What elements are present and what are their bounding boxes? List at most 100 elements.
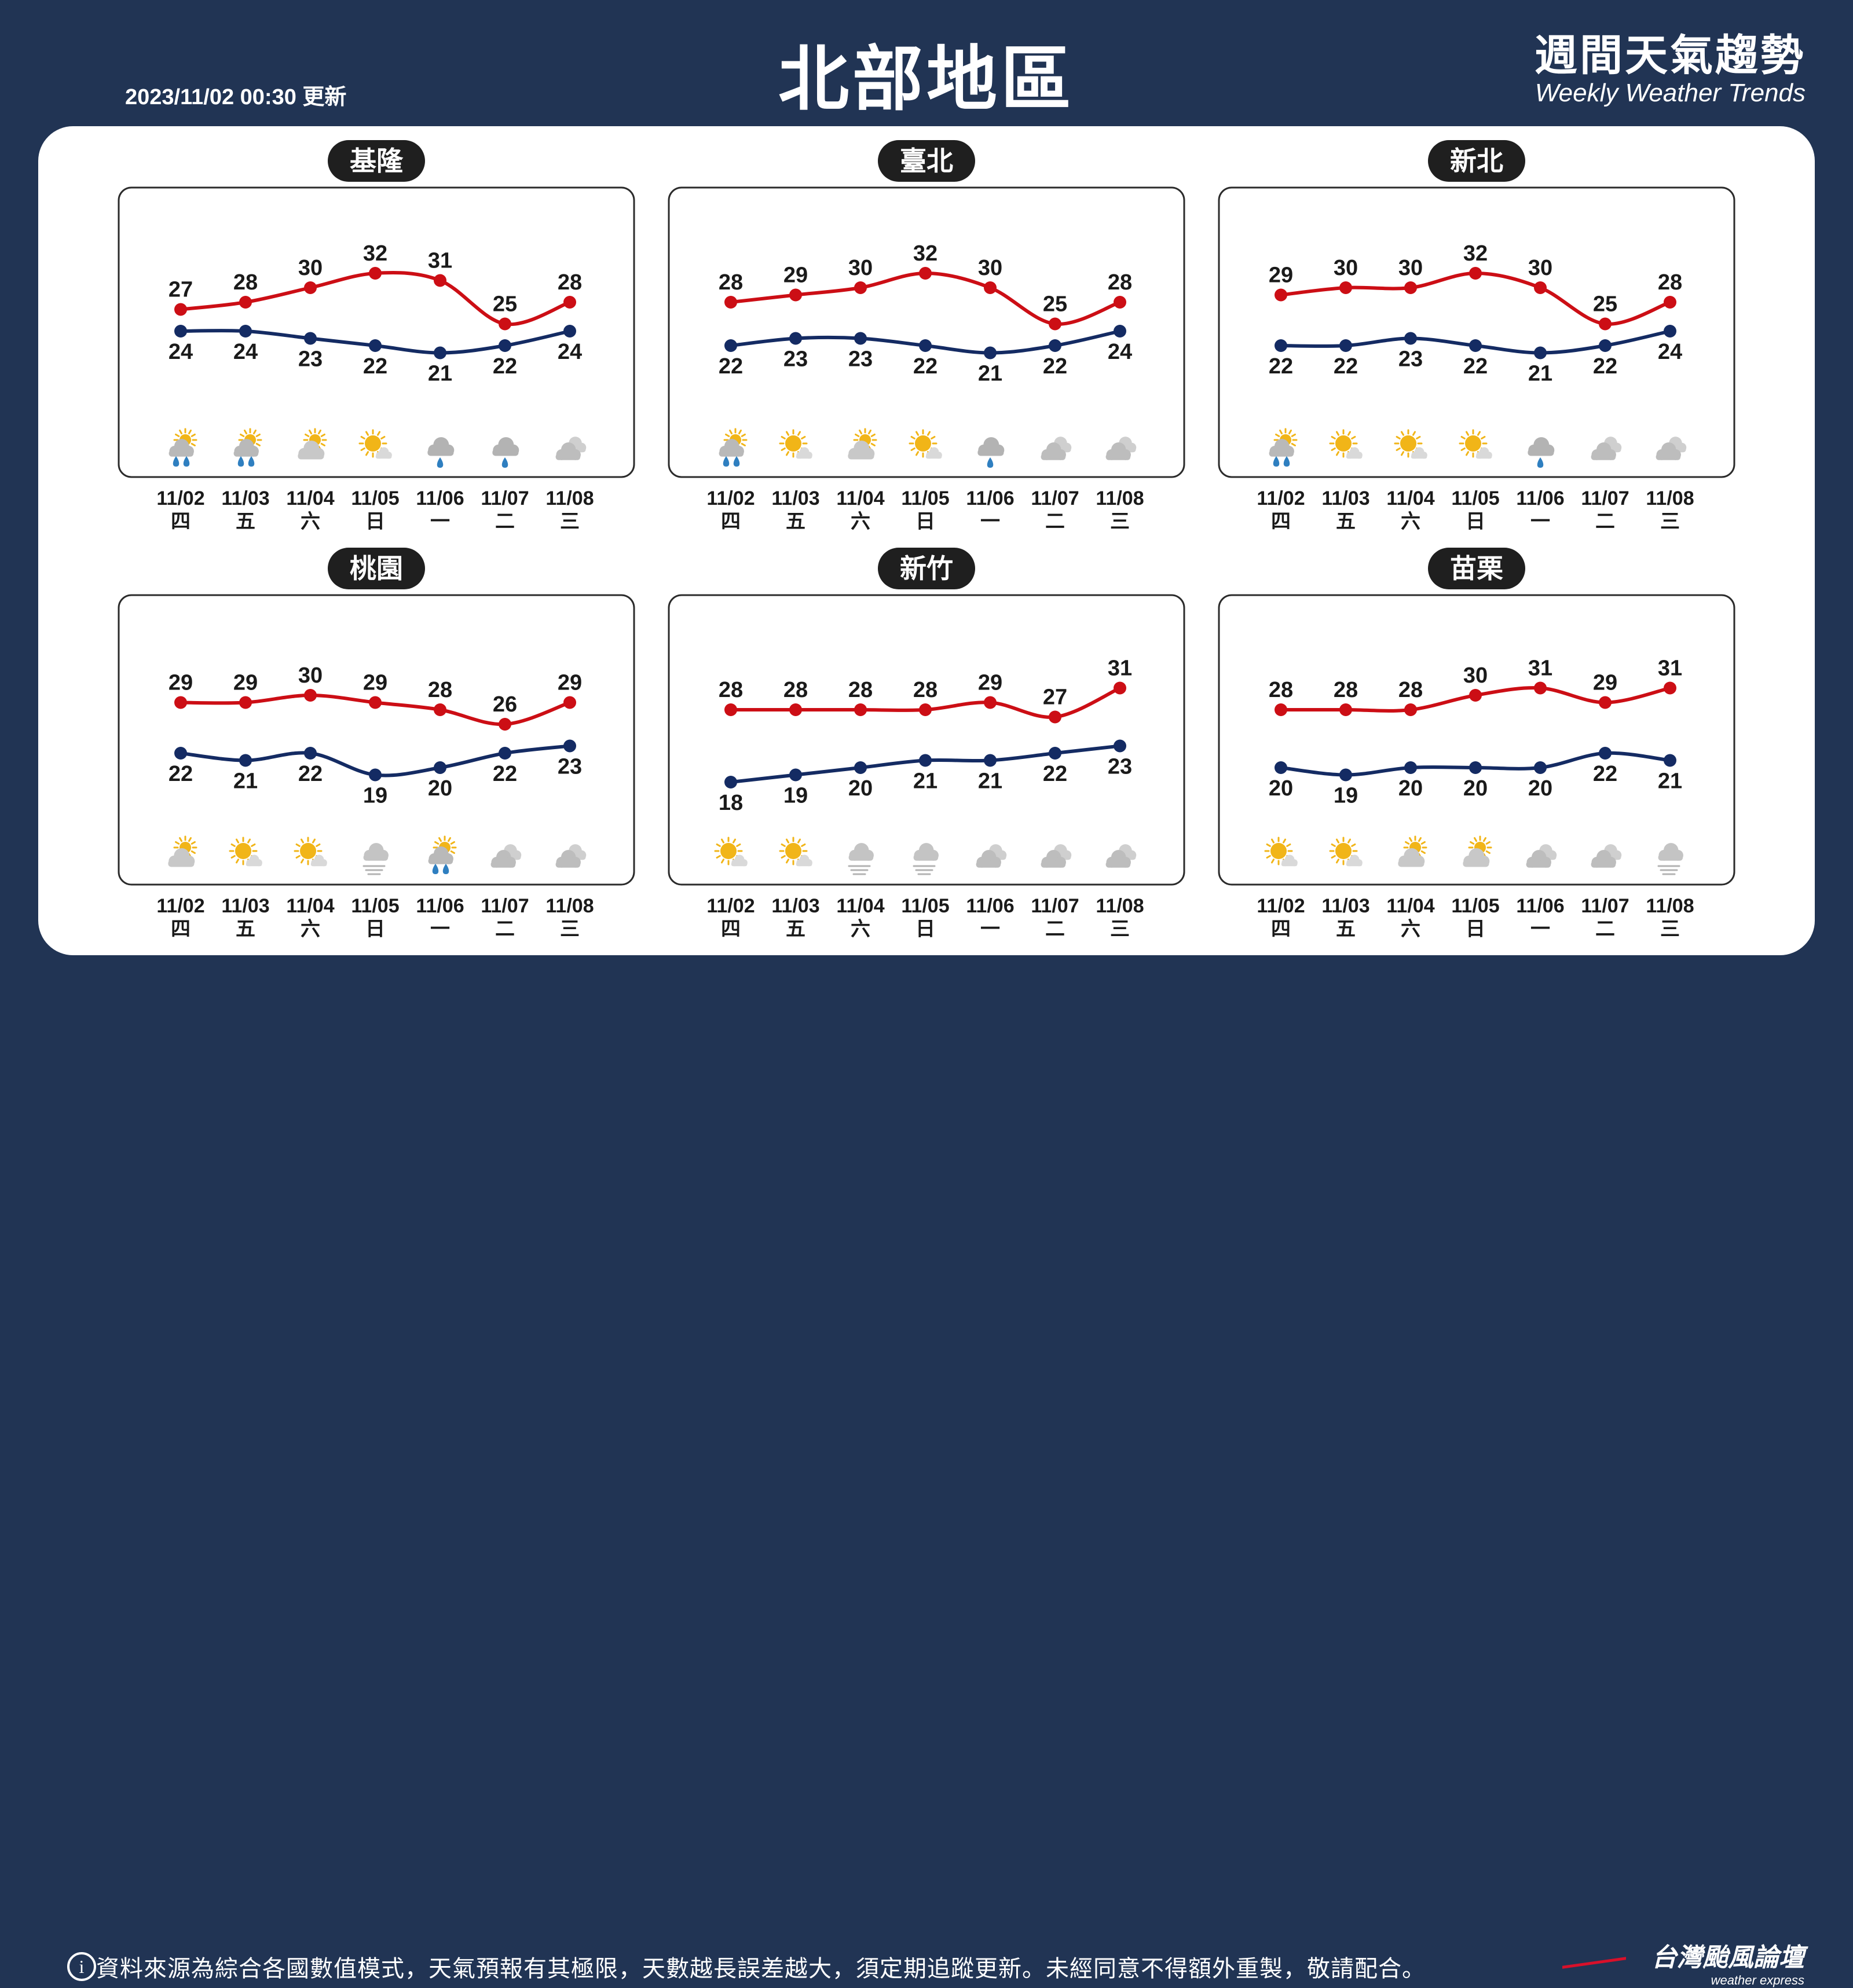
mostly-sunny-icon — [1264, 837, 1298, 867]
high-temp-label: 31 — [428, 249, 452, 273]
high-temp-label: 29 — [558, 671, 582, 695]
rain-icon — [1528, 437, 1555, 468]
low-temp-label: 22 — [363, 354, 387, 379]
region-title: 北部地區 — [778, 38, 1075, 120]
low-temp-point — [239, 325, 252, 338]
high-temp-point — [1534, 681, 1547, 695]
date-tick-label: 11/05 — [351, 895, 399, 917]
date-tick-label: 11/07 — [1581, 895, 1629, 917]
weekday-tick-label: 四 — [1271, 510, 1291, 533]
brand-title-cn: 週間天氣趨勢 — [1535, 31, 1806, 80]
high-temp-point — [174, 303, 187, 316]
partly-cloudy-icon — [1398, 835, 1427, 867]
high-temp-point — [1404, 703, 1417, 716]
low-temp-label: 24 — [558, 340, 582, 364]
city-name-label: 桃園 — [328, 548, 425, 589]
cloudy-icon — [976, 844, 1007, 868]
weekday-tick-label: 五 — [786, 510, 805, 533]
low-temp-point — [1114, 325, 1126, 338]
date-tick-label: 11/02 — [706, 895, 755, 917]
high-temp-point — [1339, 703, 1352, 716]
date-tick-label: 11/06 — [966, 895, 1014, 917]
city-chart-card: 27 28 30 32 31 25 28 24 24 23 22 21 22 24 11/02 四 11/03 五… — [117, 140, 636, 545]
high-temp-label: 32 — [913, 241, 938, 266]
date-tick-label: 11/04 — [286, 487, 334, 509]
low-temp-point — [369, 768, 382, 782]
partly-cloudy-rain-icon — [1269, 428, 1298, 467]
partly-cloudy-icon — [1463, 835, 1492, 867]
date-tick-label: 11/05 — [1451, 895, 1499, 917]
high-temp-point — [984, 696, 997, 709]
cloudy-icon — [1105, 844, 1137, 868]
high-temp-label: 29 — [233, 671, 258, 695]
weekday-tick-label: 二 — [495, 510, 515, 533]
high-temp-point — [1599, 317, 1612, 331]
high-temp-point — [369, 267, 382, 280]
weekday-tick-label: 二 — [1595, 918, 1615, 941]
high-temp-label: 28 — [1108, 270, 1132, 295]
fog-icon — [1657, 843, 1683, 875]
high-temp-point — [1599, 696, 1612, 709]
mostly-sunny-icon — [1329, 837, 1363, 867]
date-tick-label: 11/06 — [1516, 895, 1564, 917]
high-temp-label: 30 — [1398, 256, 1423, 280]
high-temp-label: 30 — [1528, 256, 1552, 280]
date-tick-label: 11/02 — [156, 895, 204, 917]
date-tick-label: 11/06 — [416, 487, 464, 509]
temperature-chart: 28 29 30 32 30 25 28 22 23 23 22 21 22 24 11/02四 11/03五… — [668, 186, 1185, 533]
low-temp-label: 22 — [298, 762, 323, 786]
rain-icon — [427, 437, 455, 468]
low-temp-label: 21 — [1528, 362, 1552, 386]
low-temp-label: 23 — [848, 347, 873, 372]
temperature-chart: 27 28 30 32 31 25 28 24 24 23 22 21 22 24 11/02四 11/03五… — [118, 186, 635, 533]
weekday-tick-label: 二 — [1045, 918, 1065, 941]
high-temp-point — [789, 288, 802, 302]
cloudy-icon — [1041, 844, 1072, 868]
high-temp-point — [789, 703, 802, 716]
cloudy-icon — [1591, 437, 1622, 460]
brand-block: 週間天氣趨勢 Weekly Weather Trends — [1535, 32, 1806, 108]
low-temp-point — [499, 747, 511, 760]
weekday-tick-label: 三 — [560, 510, 580, 533]
fog-icon — [848, 843, 874, 875]
cloudy-icon — [555, 844, 587, 868]
date-tick-label: 11/04 — [286, 895, 334, 917]
date-tick-label: 11/07 — [1031, 895, 1079, 917]
partly-cloudy-icon — [168, 835, 197, 867]
weekday-tick-label: 一 — [430, 918, 450, 941]
date-tick-label: 11/07 — [1581, 487, 1629, 509]
date-tick-label: 11/02 — [706, 487, 755, 509]
header: 2023/11/02 00:30 更新 北部地區 週間天氣趨勢 Weekly W… — [0, 0, 1853, 122]
high-temp-point — [434, 274, 446, 287]
footer-brand-cn: 台灣颱風論壇 — [1651, 1943, 1804, 1972]
date-tick-label: 11/08 — [1646, 895, 1694, 917]
high-temp-label: 28 — [848, 678, 873, 702]
rain-icon — [492, 437, 519, 468]
high-temp-label: 32 — [1463, 241, 1488, 266]
partly-cloudy-icon — [848, 428, 877, 460]
date-tick-label: 11/08 — [1096, 895, 1144, 917]
high-temp-point — [1469, 267, 1482, 280]
low-temp-point — [1534, 346, 1547, 360]
high-temp-label: 29 — [1593, 671, 1617, 695]
weekday-tick-label: 三 — [1660, 510, 1680, 533]
chart-frame — [118, 186, 635, 478]
low-temp-label: 24 — [169, 340, 193, 364]
city-chart-card: 29 30 30 32 30 25 28 22 22 23 22 21 22 24 11/02 四 11/03 五… — [1217, 140, 1736, 545]
low-temp-point — [854, 761, 867, 774]
high-temp-point — [1469, 689, 1482, 702]
low-temp-point — [1049, 339, 1061, 352]
weekday-tick-label: 二 — [1045, 510, 1065, 533]
low-temp-label: 23 — [558, 755, 582, 779]
low-temp-label: 22 — [1043, 762, 1067, 786]
low-temp-point — [1275, 761, 1287, 774]
date-tick-label: 11/07 — [481, 487, 529, 509]
low-temp-label: 22 — [719, 354, 743, 379]
footer-brand-en: weather express — [1711, 1973, 1804, 1987]
high-temp-label: 25 — [1593, 292, 1617, 317]
date-tick-label: 11/07 — [1031, 487, 1079, 509]
low-temp-point — [1404, 332, 1417, 345]
high-temp-point — [919, 703, 932, 716]
low-temp-label: 21 — [913, 769, 938, 794]
low-temp-label: 22 — [1463, 354, 1488, 379]
